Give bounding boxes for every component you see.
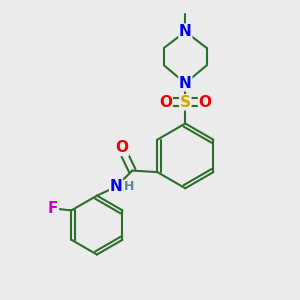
Text: O: O — [116, 140, 128, 155]
Text: N: N — [110, 179, 122, 194]
Text: F: F — [48, 201, 58, 216]
Text: H: H — [124, 180, 134, 193]
Text: S: S — [180, 95, 191, 110]
Text: O: O — [159, 95, 172, 110]
Text: N: N — [179, 24, 192, 39]
Text: O: O — [199, 95, 212, 110]
Text: N: N — [179, 76, 192, 91]
